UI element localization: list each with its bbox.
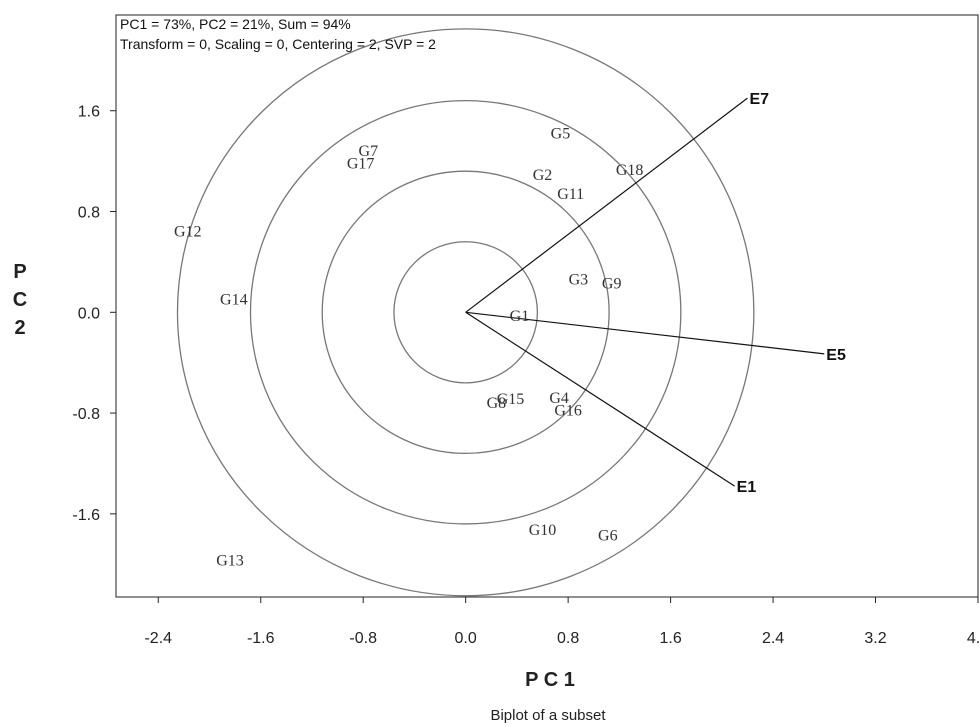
genotype-g18: G18: [616, 162, 644, 179]
y-tick-label: 1.6: [78, 104, 100, 121]
genotype-g15: G15: [497, 391, 525, 408]
env-label-e7: E7: [749, 91, 769, 108]
y-axis-title-2: 2: [14, 317, 25, 339]
vector-e1: [465, 311, 735, 487]
circle-3: [249, 100, 682, 525]
vector-e7: [465, 97, 748, 313]
plot-frame: [115, 14, 979, 598]
genotype-g10: G10: [529, 522, 557, 539]
genotype-g6: G6: [598, 527, 618, 544]
y-axis-title-p: P: [13, 261, 26, 283]
circle-1: [393, 241, 539, 384]
info-line-2: Transform = 0, Scaling = 0, Centering = …: [120, 36, 436, 52]
y-axis-title-c: C: [13, 289, 27, 311]
genotype-g7: G7: [359, 143, 379, 160]
chart-caption: Biplot of a subset: [490, 707, 606, 724]
environment-vectors: [465, 97, 825, 487]
x-tick-label: 1.6: [659, 630, 681, 647]
genotype-g14: G14: [220, 292, 248, 309]
genotype-g1: G1: [510, 308, 530, 325]
genotype-g13: G13: [216, 552, 244, 569]
x-tick-label: 0.8: [557, 630, 579, 647]
y-tick-label: 0.8: [78, 205, 100, 222]
genotype-labels: G1 G2 G3 G4 G5 G6 G7 G8 G9 G10 G11 G12 G13 G14 G15 G16 G…: [174, 125, 643, 569]
x-tick-label: -1.6: [247, 630, 275, 647]
x-tick-label: 2.4: [762, 630, 784, 647]
y-tick-label: 0.0: [78, 305, 100, 322]
env-label-e5: E5: [826, 347, 846, 364]
y-tick-label: -1.6: [72, 507, 100, 524]
concentric-circles: [176, 28, 755, 597]
genotype-g16: G16: [554, 403, 582, 420]
genotype-g4: G4: [549, 390, 569, 407]
genotype-g9: G9: [602, 275, 622, 292]
circle-2: [321, 170, 610, 455]
y-tick-label: -0.8: [72, 406, 100, 423]
x-axis-title: P C 1: [525, 669, 575, 691]
x-tick-label: -2.4: [144, 630, 172, 647]
genotype-g5: G5: [551, 125, 571, 142]
genotype-g17: G17: [347, 156, 375, 173]
x-tick-label: 0.0: [455, 630, 477, 647]
vector-e5: [465, 311, 825, 355]
genotype-g3: G3: [569, 272, 589, 289]
env-label-e1: E1: [737, 479, 757, 496]
x-tick-label: 4.0: [967, 630, 979, 647]
x-tick-label: 3.2: [864, 630, 886, 647]
genotype-g2: G2: [533, 167, 553, 184]
genotype-g11: G11: [557, 186, 584, 203]
x-tick-label: -0.8: [349, 630, 377, 647]
circle-4: [176, 28, 755, 597]
genotype-g12: G12: [174, 224, 202, 241]
y-axis-ticks: 1.6 0.8 0.0 -0.8 -1.6: [72, 104, 116, 524]
info-line-1: PC1 = 73%, PC2 = 21%, Sum = 94%: [120, 16, 351, 32]
environment-labels: E7 E5 E1: [737, 91, 846, 496]
genotype-g8: G8: [487, 395, 507, 412]
x-axis-ticks: -2.4 -1.6 -0.8 0.0 0.8 1.6 2.4 3.2 4.0: [144, 597, 979, 647]
